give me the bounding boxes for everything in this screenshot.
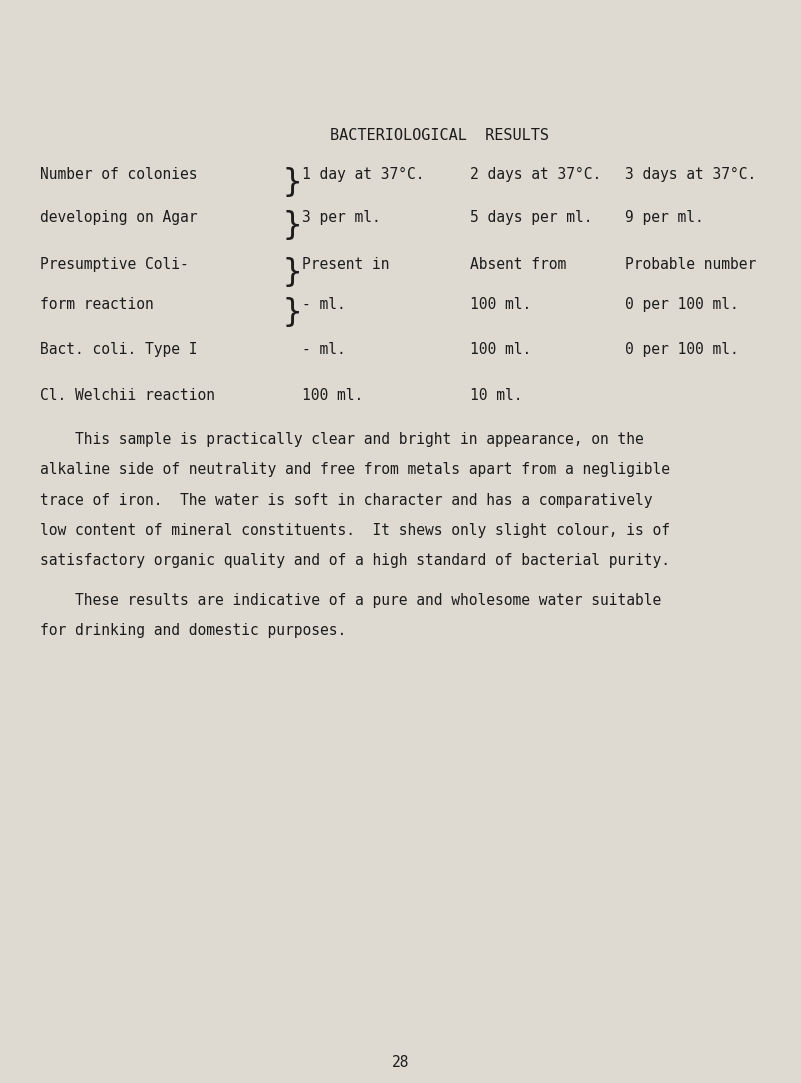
Text: 10 ml.: 10 ml. — [470, 388, 522, 403]
Text: Bact. coli. Type I: Bact. coli. Type I — [40, 342, 198, 357]
Text: 3 per ml.: 3 per ml. — [302, 210, 380, 225]
Text: 100 ml.: 100 ml. — [470, 342, 531, 357]
Text: trace of iron.  The water is soft in character and has a comparatively: trace of iron. The water is soft in char… — [40, 493, 653, 508]
Text: low content of mineral constituents.  It shews only slight colour, is of: low content of mineral constituents. It … — [40, 523, 670, 538]
Text: - ml.: - ml. — [302, 342, 346, 357]
Text: 1 day at 37°C.: 1 day at 37°C. — [302, 167, 425, 182]
Text: Number of colonies: Number of colonies — [40, 167, 198, 182]
Text: Presumptive Coli-: Presumptive Coli- — [40, 257, 189, 272]
Text: }: } — [282, 210, 301, 242]
Text: Absent from: Absent from — [470, 257, 566, 272]
Text: These results are indicative of a pure and wholesome water suitable: These results are indicative of a pure a… — [40, 593, 662, 608]
Text: Present in: Present in — [302, 257, 389, 272]
Text: BACTERIOLOGICAL  RESULTS: BACTERIOLOGICAL RESULTS — [330, 128, 549, 143]
Text: Cl. Welchii reaction: Cl. Welchii reaction — [40, 388, 215, 403]
Text: developing on Agar: developing on Agar — [40, 210, 198, 225]
Text: 5 days per ml.: 5 days per ml. — [470, 210, 593, 225]
Text: 2 days at 37°C.: 2 days at 37°C. — [470, 167, 602, 182]
Text: 28: 28 — [392, 1055, 409, 1070]
Text: satisfactory organic quality and of a high standard of bacterial purity.: satisfactory organic quality and of a hi… — [40, 553, 670, 567]
Text: 9 per ml.: 9 per ml. — [625, 210, 704, 225]
Text: 0 per 100 ml.: 0 per 100 ml. — [625, 297, 739, 312]
Text: }: } — [282, 257, 301, 288]
Text: }: } — [282, 297, 301, 328]
Text: }: } — [282, 167, 301, 198]
Text: 3 days at 37°C.: 3 days at 37°C. — [625, 167, 756, 182]
Text: 100 ml.: 100 ml. — [470, 297, 531, 312]
Text: This sample is practically clear and bright in appearance, on the: This sample is practically clear and bri… — [40, 432, 644, 447]
Text: alkaline side of neutrality and free from metals apart from a negligible: alkaline side of neutrality and free fro… — [40, 462, 670, 477]
Text: form reaction: form reaction — [40, 297, 154, 312]
Text: Probable number: Probable number — [625, 257, 756, 272]
Text: 0 per 100 ml.: 0 per 100 ml. — [625, 342, 739, 357]
Text: - ml.: - ml. — [302, 297, 346, 312]
Text: 100 ml.: 100 ml. — [302, 388, 363, 403]
Text: for drinking and domestic purposes.: for drinking and domestic purposes. — [40, 623, 346, 638]
